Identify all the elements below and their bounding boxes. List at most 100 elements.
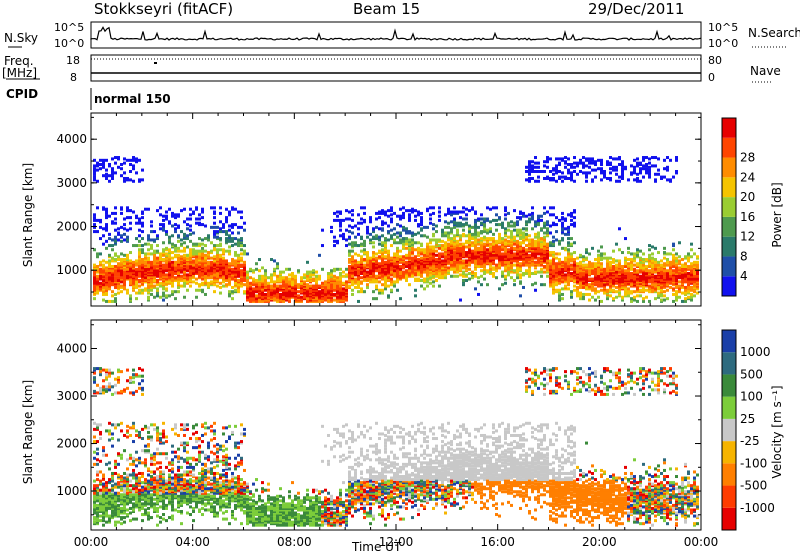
range-gate-cell (495, 206, 498, 210)
range-gate-cell (648, 253, 651, 257)
range-gate-cell (549, 231, 552, 235)
range-gate-cell (201, 281, 204, 285)
range-gate-cell (174, 249, 177, 253)
range-gate-cell (453, 245, 456, 249)
range-gate-cell (390, 288, 393, 292)
range-gate-cell (438, 210, 441, 214)
range-gate-cell (522, 271, 525, 275)
range-gate-cell (531, 176, 534, 180)
range-gate-cell (426, 284, 429, 288)
range-gate-cell (135, 267, 138, 271)
range-gate-cell (213, 273, 216, 277)
range-gate-cell (387, 255, 390, 259)
range-gate-cell (672, 265, 675, 269)
range-gate-cell (225, 232, 228, 236)
range-gate-cell (627, 258, 630, 262)
range-gate-cell (243, 249, 246, 253)
range-gate-cell (675, 290, 678, 294)
range-gate-cell (162, 253, 165, 257)
range-gate-cell (567, 213, 570, 217)
range-gate-cell (468, 271, 471, 275)
range-gate-cell (627, 262, 630, 266)
range-gate-cell (531, 164, 534, 168)
range-gate-cell (303, 280, 306, 284)
range-gate-cell (435, 258, 438, 262)
range-gate-cell (138, 278, 141, 282)
range-gate-cell (510, 230, 513, 234)
range-gate-cell (573, 209, 576, 213)
range-gate-cell (123, 157, 126, 161)
range-gate-cell (420, 216, 423, 220)
range-gate-cell (513, 235, 516, 239)
range-gate-cell (102, 298, 105, 302)
range-gate-cell (189, 284, 192, 288)
range-gate-cell (483, 217, 486, 221)
range-gate-cell (579, 161, 582, 165)
range-gate-cell (441, 228, 444, 232)
range-gate-cell (342, 287, 345, 291)
range-gate-cell (441, 252, 444, 256)
range-gate-cell (609, 156, 612, 160)
range-gate-cell (639, 270, 642, 274)
range-gate-cell (561, 171, 564, 175)
range-gate-cell (114, 239, 117, 243)
range-gate-cell (108, 269, 111, 273)
range-gate-cell (288, 267, 291, 271)
range-gate-cell (465, 278, 468, 282)
range-gate-cell (372, 235, 375, 239)
range-gate-cell (459, 221, 462, 225)
range-gate-cell (681, 269, 684, 273)
range-gate-cell (546, 220, 549, 224)
range-gate-cell (690, 295, 693, 299)
range-gate-cell (390, 213, 393, 217)
range-gate-cell (462, 270, 465, 274)
range-gate-cell (486, 283, 489, 287)
range-gate-cell (558, 252, 561, 256)
range-gate-cell (240, 252, 243, 256)
range-gate-cell (555, 230, 558, 234)
range-gate-cell (333, 281, 336, 285)
range-gate-cell (114, 265, 117, 269)
range-gate-cell (228, 228, 231, 232)
range-gate-cell (510, 263, 513, 267)
range-gate-cell (126, 235, 129, 239)
range-gate-cell (492, 266, 495, 270)
range-gate-cell (117, 238, 120, 242)
range-gate-cell (453, 267, 456, 271)
range-gate-cell (417, 213, 420, 217)
range-gate-cell (438, 244, 441, 248)
range-gate-cell (159, 206, 162, 210)
range-gate-cell (219, 227, 222, 231)
range-gate-cell (162, 214, 165, 218)
range-gate-cell (558, 169, 561, 173)
range-gate-cell (432, 274, 435, 278)
range-gate-cell (144, 242, 147, 246)
range-gate-cell (126, 291, 129, 295)
range-gate-cell (606, 266, 609, 270)
range-gate-cell (549, 244, 552, 248)
range-gate-cell (516, 273, 519, 277)
range-gate-cell (369, 218, 372, 222)
range-gate-cell (693, 283, 696, 287)
range-gate-cell (126, 262, 129, 266)
range-gate-cell (501, 221, 504, 225)
nsky-tick-top: 10^5 (54, 21, 85, 34)
range-gate-cell (309, 284, 312, 288)
nsky-panel (90, 21, 702, 49)
range-gate-cell (369, 259, 372, 263)
range-gate-cell (357, 299, 360, 303)
range-gate-cell (573, 221, 576, 225)
range-gate-cell (141, 248, 144, 252)
range-gate-cell (285, 267, 288, 271)
range-gate-cell (243, 252, 246, 256)
range-gate-cell (507, 248, 510, 252)
range-gate-cell (528, 160, 531, 164)
range-gate-cell (120, 271, 123, 275)
range-gate-cell (486, 237, 489, 241)
range-gate-cell (474, 218, 477, 222)
range-gate-cell (531, 211, 534, 215)
range-gate-cell (363, 206, 366, 210)
range-gate-cell (600, 252, 603, 256)
range-gate-cell (516, 266, 519, 270)
range-gate-cell (579, 281, 582, 285)
